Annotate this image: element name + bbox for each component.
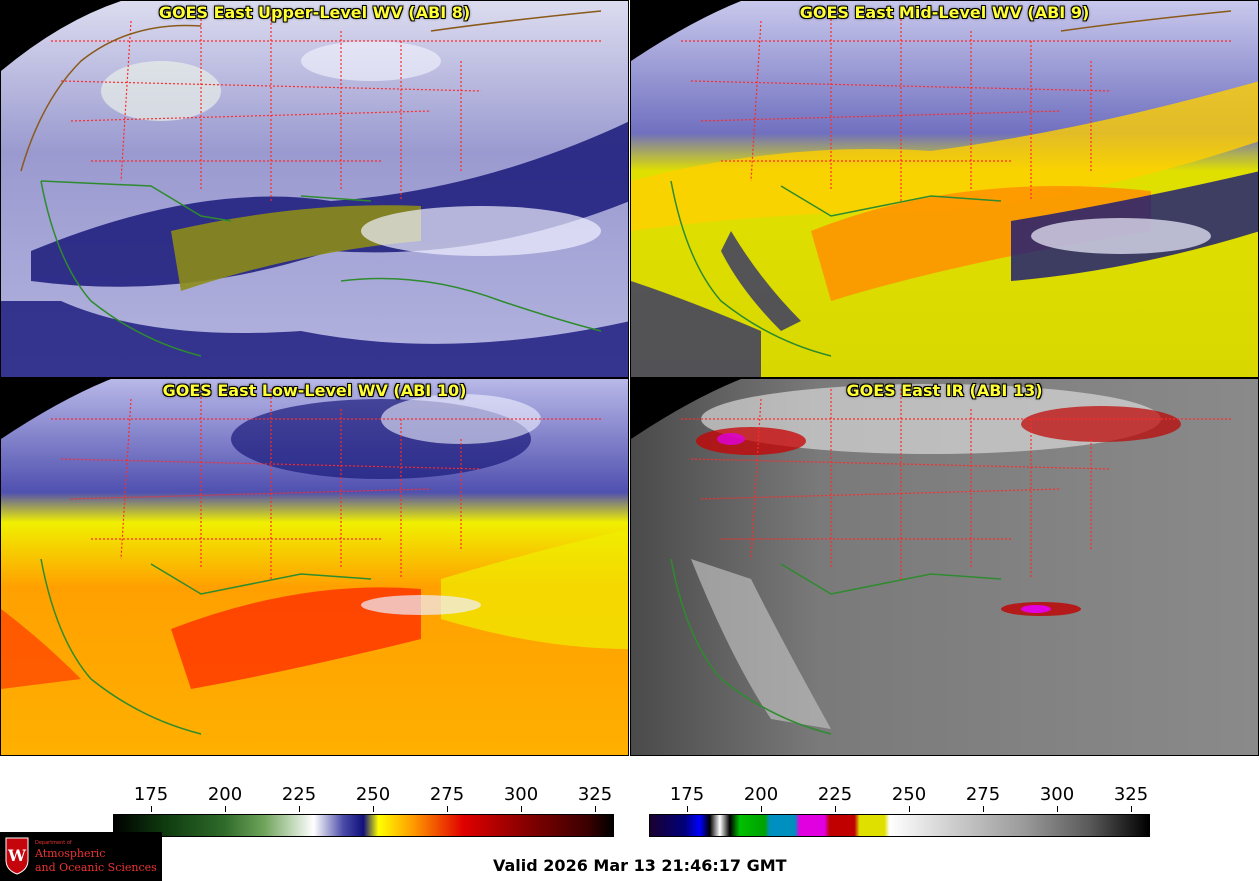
ir-colorbar xyxy=(649,814,1150,837)
panel-title: GOES East Upper-Level WV (ABI 8) xyxy=(158,3,471,22)
valid-time: Valid 2026 Mar 13 21:46:17 GMT xyxy=(493,856,787,875)
uw-aos-logo: W Department of Atmospheric and Oceanic … xyxy=(0,832,162,881)
panel-title: GOES East Low-Level WV (ABI 10) xyxy=(162,381,467,400)
colorbar-tick-label: 175 xyxy=(133,784,169,805)
colorbar-tick-label: 225 xyxy=(281,784,317,805)
colorbar-tick-label: 225 xyxy=(817,784,853,805)
colorbar-tick-label: 250 xyxy=(891,784,927,805)
colorbar-tick-label: 275 xyxy=(965,784,1001,805)
colorbar-tick-mark xyxy=(835,806,836,812)
low-level-wv-panel: GOES East Low-Level WV (ABI 10) xyxy=(0,378,629,756)
colorbar-tick-label: 275 xyxy=(429,784,465,805)
logo-department: Department of xyxy=(35,840,72,846)
colorbar-tick-mark xyxy=(1057,806,1058,812)
colorbar-tick-mark xyxy=(983,806,984,812)
colorbar-tick-label: 200 xyxy=(743,784,779,805)
ir-image xyxy=(631,379,1258,755)
logo-line1: Atmospheric xyxy=(35,847,106,860)
crest-letter: W xyxy=(7,846,27,865)
colorbar-tick-label: 325 xyxy=(577,784,613,805)
colorbar-tick-mark xyxy=(447,806,448,812)
colorbar-tick-mark xyxy=(1131,806,1132,812)
colorbar-tick-mark xyxy=(225,806,226,812)
panel-title: GOES East Mid-Level WV (ABI 9) xyxy=(799,3,1090,22)
colorbar-tick-label: 300 xyxy=(503,784,539,805)
wv-colorbar-ticks: 175 200 225 250 275 300 325 xyxy=(113,784,612,814)
upper-level-wv-panel: GOES East Upper-Level WV (ABI 8) xyxy=(0,0,629,378)
mid-level-wv-image xyxy=(631,1,1258,377)
colorbar-tick-mark xyxy=(299,806,300,812)
upper-level-wv-image xyxy=(1,1,628,377)
low-level-wv-image xyxy=(1,379,628,755)
colorbar-tick-label: 300 xyxy=(1039,784,1075,805)
colorbar-tick-label: 250 xyxy=(355,784,391,805)
colorbar-tick-mark xyxy=(373,806,374,812)
ir-panel: GOES East IR (ABI 13) xyxy=(630,378,1259,756)
colorbar-tick-mark xyxy=(521,806,522,812)
mid-level-wv-panel: GOES East Mid-Level WV (ABI 9) xyxy=(630,0,1259,378)
ir-colorbar-ticks: 175 200 225 250 275 300 325 xyxy=(649,784,1148,814)
colorbar-tick-label: 175 xyxy=(669,784,705,805)
colorbar-tick-label: 200 xyxy=(207,784,243,805)
colorbar-tick-mark xyxy=(595,806,596,812)
colorbar-tick-label: 325 xyxy=(1113,784,1149,805)
colorbar-tick-mark xyxy=(687,806,688,812)
panel-title: GOES East IR (ABI 13) xyxy=(846,381,1043,400)
colorbar-tick-mark xyxy=(761,806,762,812)
logo-line2: and Oceanic Sciences xyxy=(35,861,157,874)
wv-colorbar xyxy=(113,814,614,837)
crest-icon: W xyxy=(5,837,29,875)
colorbar-tick-mark xyxy=(151,806,152,812)
colorbar-tick-mark xyxy=(909,806,910,812)
